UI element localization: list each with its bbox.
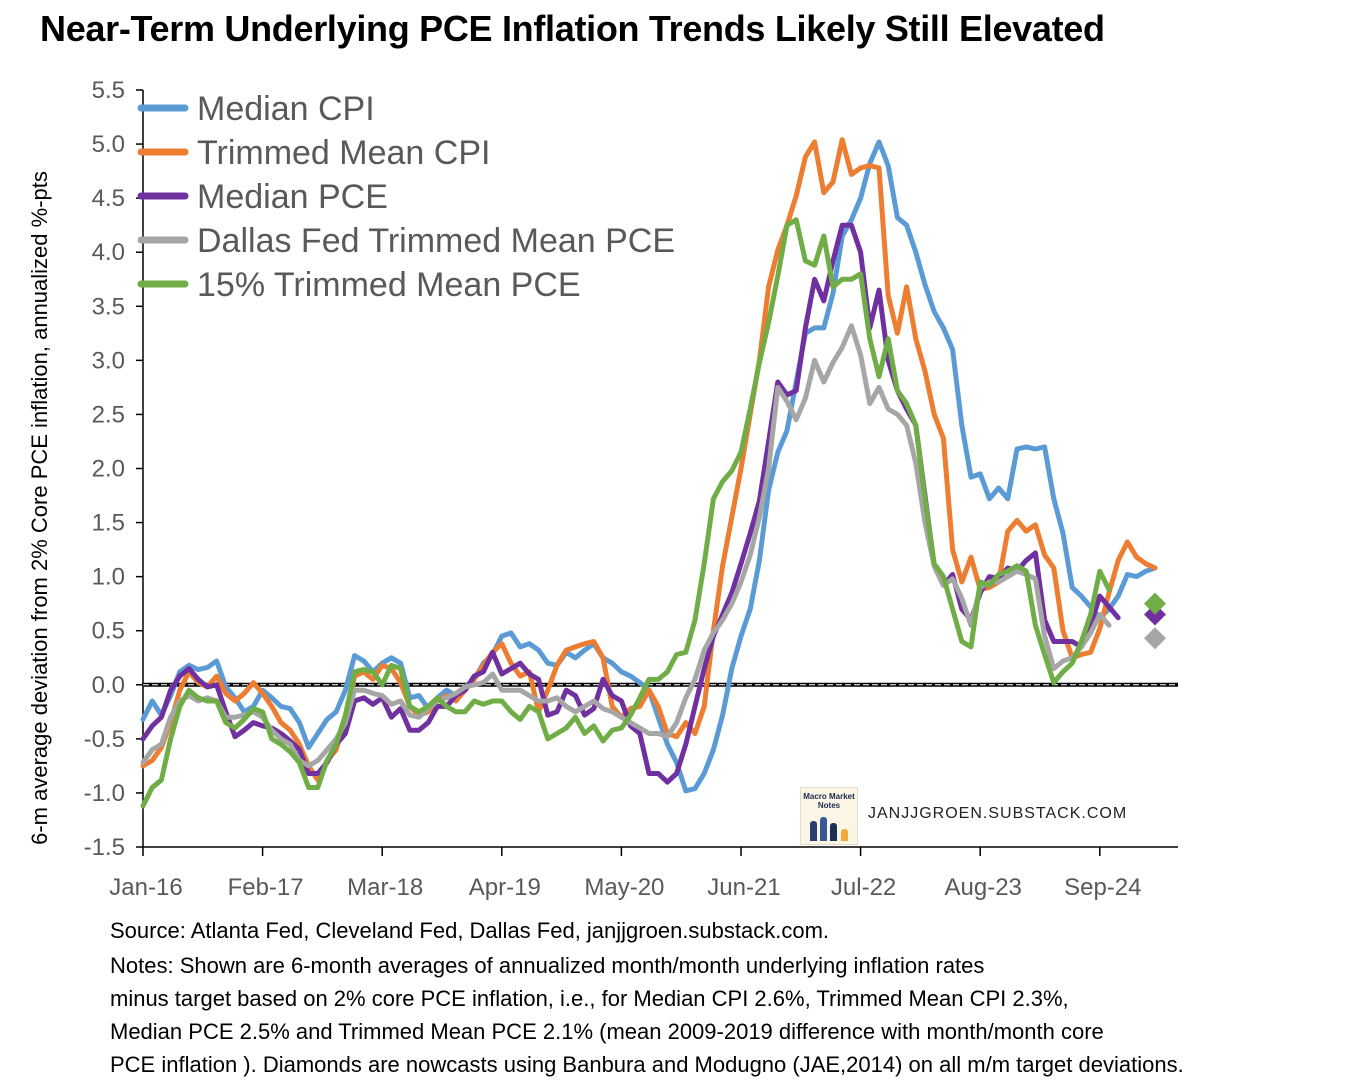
y-tick-label: 2.0 bbox=[92, 456, 125, 483]
x-tick-label: Apr-19 bbox=[469, 874, 541, 901]
y-tick-label: 0.5 bbox=[92, 618, 125, 645]
legend-label-2: Median PCE bbox=[197, 178, 388, 216]
legend-label-4: 15% Trimmed Mean PCE bbox=[197, 266, 581, 304]
y-tick-label: 5.0 bbox=[92, 131, 125, 158]
series-line-1 bbox=[140, 137, 1158, 783]
y-tick-label: 0.0 bbox=[92, 672, 125, 699]
notes-line-1: Notes: Shown are 6-month averages of ann… bbox=[110, 953, 985, 978]
notes-line-2: minus target based on 2% core PCE inflat… bbox=[110, 986, 1069, 1011]
series-lines bbox=[140, 137, 1158, 809]
notes-line-4: PCE inflation ). Diamonds are nowcasts u… bbox=[110, 1052, 1184, 1077]
logo: Macro Market Notes bbox=[800, 787, 858, 845]
x-tick-label: Feb-17 bbox=[228, 874, 304, 901]
x-tick-label: Jan-16 bbox=[109, 874, 182, 901]
series-line-2 bbox=[140, 222, 1121, 785]
y-tick-label: -1.0 bbox=[84, 780, 125, 807]
y-tick-label: 1.5 bbox=[92, 510, 125, 537]
series-line-3 bbox=[140, 323, 1112, 769]
series-line-4 bbox=[140, 217, 1112, 809]
x-tick-label: Jun-21 bbox=[707, 874, 780, 901]
y-axis-label: 6-m average deviation from 2% Core PCE i… bbox=[27, 171, 52, 845]
y-tick-label: 3.0 bbox=[92, 347, 125, 374]
y-tick-label: 4.5 bbox=[92, 185, 125, 212]
chart-title: Near-Term Underlying PCE Inflation Trend… bbox=[40, 8, 1105, 49]
axes: -1.5 -1.0 -0.5 0.0 0.5 1.0 1.5 2.0 2.5 3.0 3.5 4.0 4… bbox=[84, 77, 1178, 901]
nowcast-diamonds bbox=[1144, 592, 1166, 650]
y-tick-label: 5.5 bbox=[92, 77, 125, 104]
source-note: Source: Atlanta Fed, Cleveland Fed, Dall… bbox=[110, 918, 830, 943]
legend-label-1: Trimmed Mean CPI bbox=[197, 134, 490, 172]
legend-label-3: Dallas Fed Trimmed Mean PCE bbox=[197, 222, 675, 260]
x-tick-label: Jul-22 bbox=[831, 874, 896, 901]
y-tick-label: 2.5 bbox=[92, 401, 125, 428]
nowcast-diamond-4 bbox=[1144, 592, 1166, 615]
x-tick-label: Mar-18 bbox=[347, 874, 423, 901]
y-tick-label: 4.0 bbox=[92, 239, 125, 266]
y-tick-label: -1.5 bbox=[84, 834, 125, 861]
watermark-text: JANJJGROEN.SUBSTACK.COM bbox=[868, 805, 1128, 822]
legend: Median CPI Trimmed Mean CPI Median PCE Dall… bbox=[137, 90, 675, 304]
y-tick-label: -0.5 bbox=[84, 726, 125, 753]
x-tick-label: Aug-23 bbox=[945, 874, 1022, 901]
x-tick-label: May-20 bbox=[584, 874, 664, 901]
legend-label-0: Median CPI bbox=[197, 90, 375, 128]
y-tick-label: 3.5 bbox=[92, 293, 125, 320]
x-tick-label: Sep-24 bbox=[1064, 874, 1141, 901]
nowcast-diamond-3 bbox=[1144, 627, 1166, 650]
notes-line-3: Median PCE 2.5% and Trimmed Mean PCE 2.1… bbox=[110, 1019, 1104, 1044]
logo-text: Macro Market Notes bbox=[803, 792, 855, 810]
y-tick-label: 1.0 bbox=[92, 564, 125, 591]
